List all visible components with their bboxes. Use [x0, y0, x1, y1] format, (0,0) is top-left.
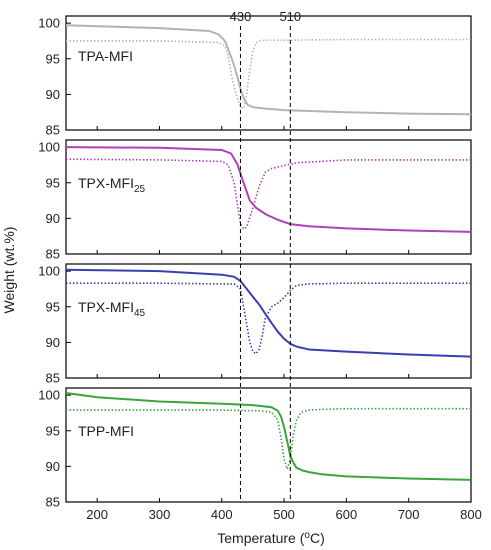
y-tick-label: 100 — [38, 16, 60, 31]
derivative-curve — [66, 38, 471, 110]
y-tick-label: 95 — [46, 299, 60, 314]
x-tick-label: 400 — [211, 507, 233, 522]
weight-curve — [65, 146, 472, 233]
x-axis: 200 300 400 500 600 700 800 — [86, 507, 482, 522]
panel-label: TPX-MFI25 — [78, 175, 146, 195]
y-tick-label: 100 — [38, 140, 60, 155]
y-axis-label: Weight (wt.%) — [1, 227, 17, 314]
y-tick-label: 85 — [46, 247, 60, 262]
derivative-curve — [66, 407, 471, 472]
y-tick-label: 90 — [46, 211, 60, 226]
panel-label-main: TPA-MFI — [78, 48, 133, 64]
x-tick-label: 600 — [336, 507, 358, 522]
x-axis-label: Temperature (oC) — [217, 530, 325, 546]
y-tick-label: 95 — [46, 423, 60, 438]
panel-3: 85 90 95 100 TPX-MFI45 — [38, 263, 472, 386]
weight-curve — [65, 268, 472, 358]
panel-4: 85 90 95 100 TPP-MFI — [38, 387, 472, 510]
y-tick-label: 100 — [38, 388, 60, 403]
panel-label-subscript: 45 — [134, 308, 146, 319]
panel-label-subscript: 25 — [134, 184, 146, 195]
y-tick-label: 95 — [46, 175, 60, 190]
y-tick-label: 95 — [46, 51, 60, 66]
panel-label-main: TPX-MFI — [78, 175, 134, 191]
reference-line-label: 430 — [230, 9, 252, 24]
panel-1: 85 90 95 100 TPA-MFI — [38, 15, 472, 138]
panel-label: TPX-MFI45 — [78, 299, 146, 319]
x-tick-label: 500 — [273, 507, 295, 522]
panel-frame — [65, 15, 472, 131]
x-axis-label-sup: o — [304, 530, 310, 541]
y-tick-label: 100 — [38, 264, 60, 279]
panel-label: TPA-MFI — [78, 48, 133, 64]
panels-group: 859095100TPA-MFI859095100TPX-MFI25859095… — [38, 15, 472, 510]
x-tick-label: 700 — [398, 507, 420, 522]
panel-frame — [65, 139, 472, 255]
derivative-curve — [65, 158, 471, 231]
panel-label: TPP-MFI — [78, 423, 134, 439]
derivative-curve — [66, 282, 471, 355]
y-tick-label: 90 — [46, 335, 60, 350]
reference-line-label: 510 — [279, 9, 301, 24]
y-tick-label: 85 — [46, 495, 60, 510]
y-tick-label: 90 — [46, 459, 60, 474]
panel-frame — [65, 263, 472, 379]
panel-2: 85 90 95 100 TPX-MFI25 — [38, 139, 472, 262]
y-tick-label: 85 — [46, 123, 60, 138]
y-tick-label: 90 — [46, 87, 60, 102]
weight-curve — [65, 392, 472, 481]
panel-frame — [65, 387, 472, 503]
x-tick-label: 300 — [149, 507, 171, 522]
panel-label-main: TPX-MFI — [78, 299, 134, 315]
x-axis-label-main: Temperature ( — [217, 530, 304, 546]
x-axis-label-tail: C) — [310, 530, 325, 546]
reference-lines: 430 510 — [230, 9, 301, 502]
x-tick-label: 800 — [460, 507, 482, 522]
weight-curve — [65, 24, 472, 116]
panel-label-main: TPP-MFI — [78, 423, 134, 439]
y-tick-label: 85 — [46, 371, 60, 386]
x-tick-label: 200 — [86, 507, 108, 522]
